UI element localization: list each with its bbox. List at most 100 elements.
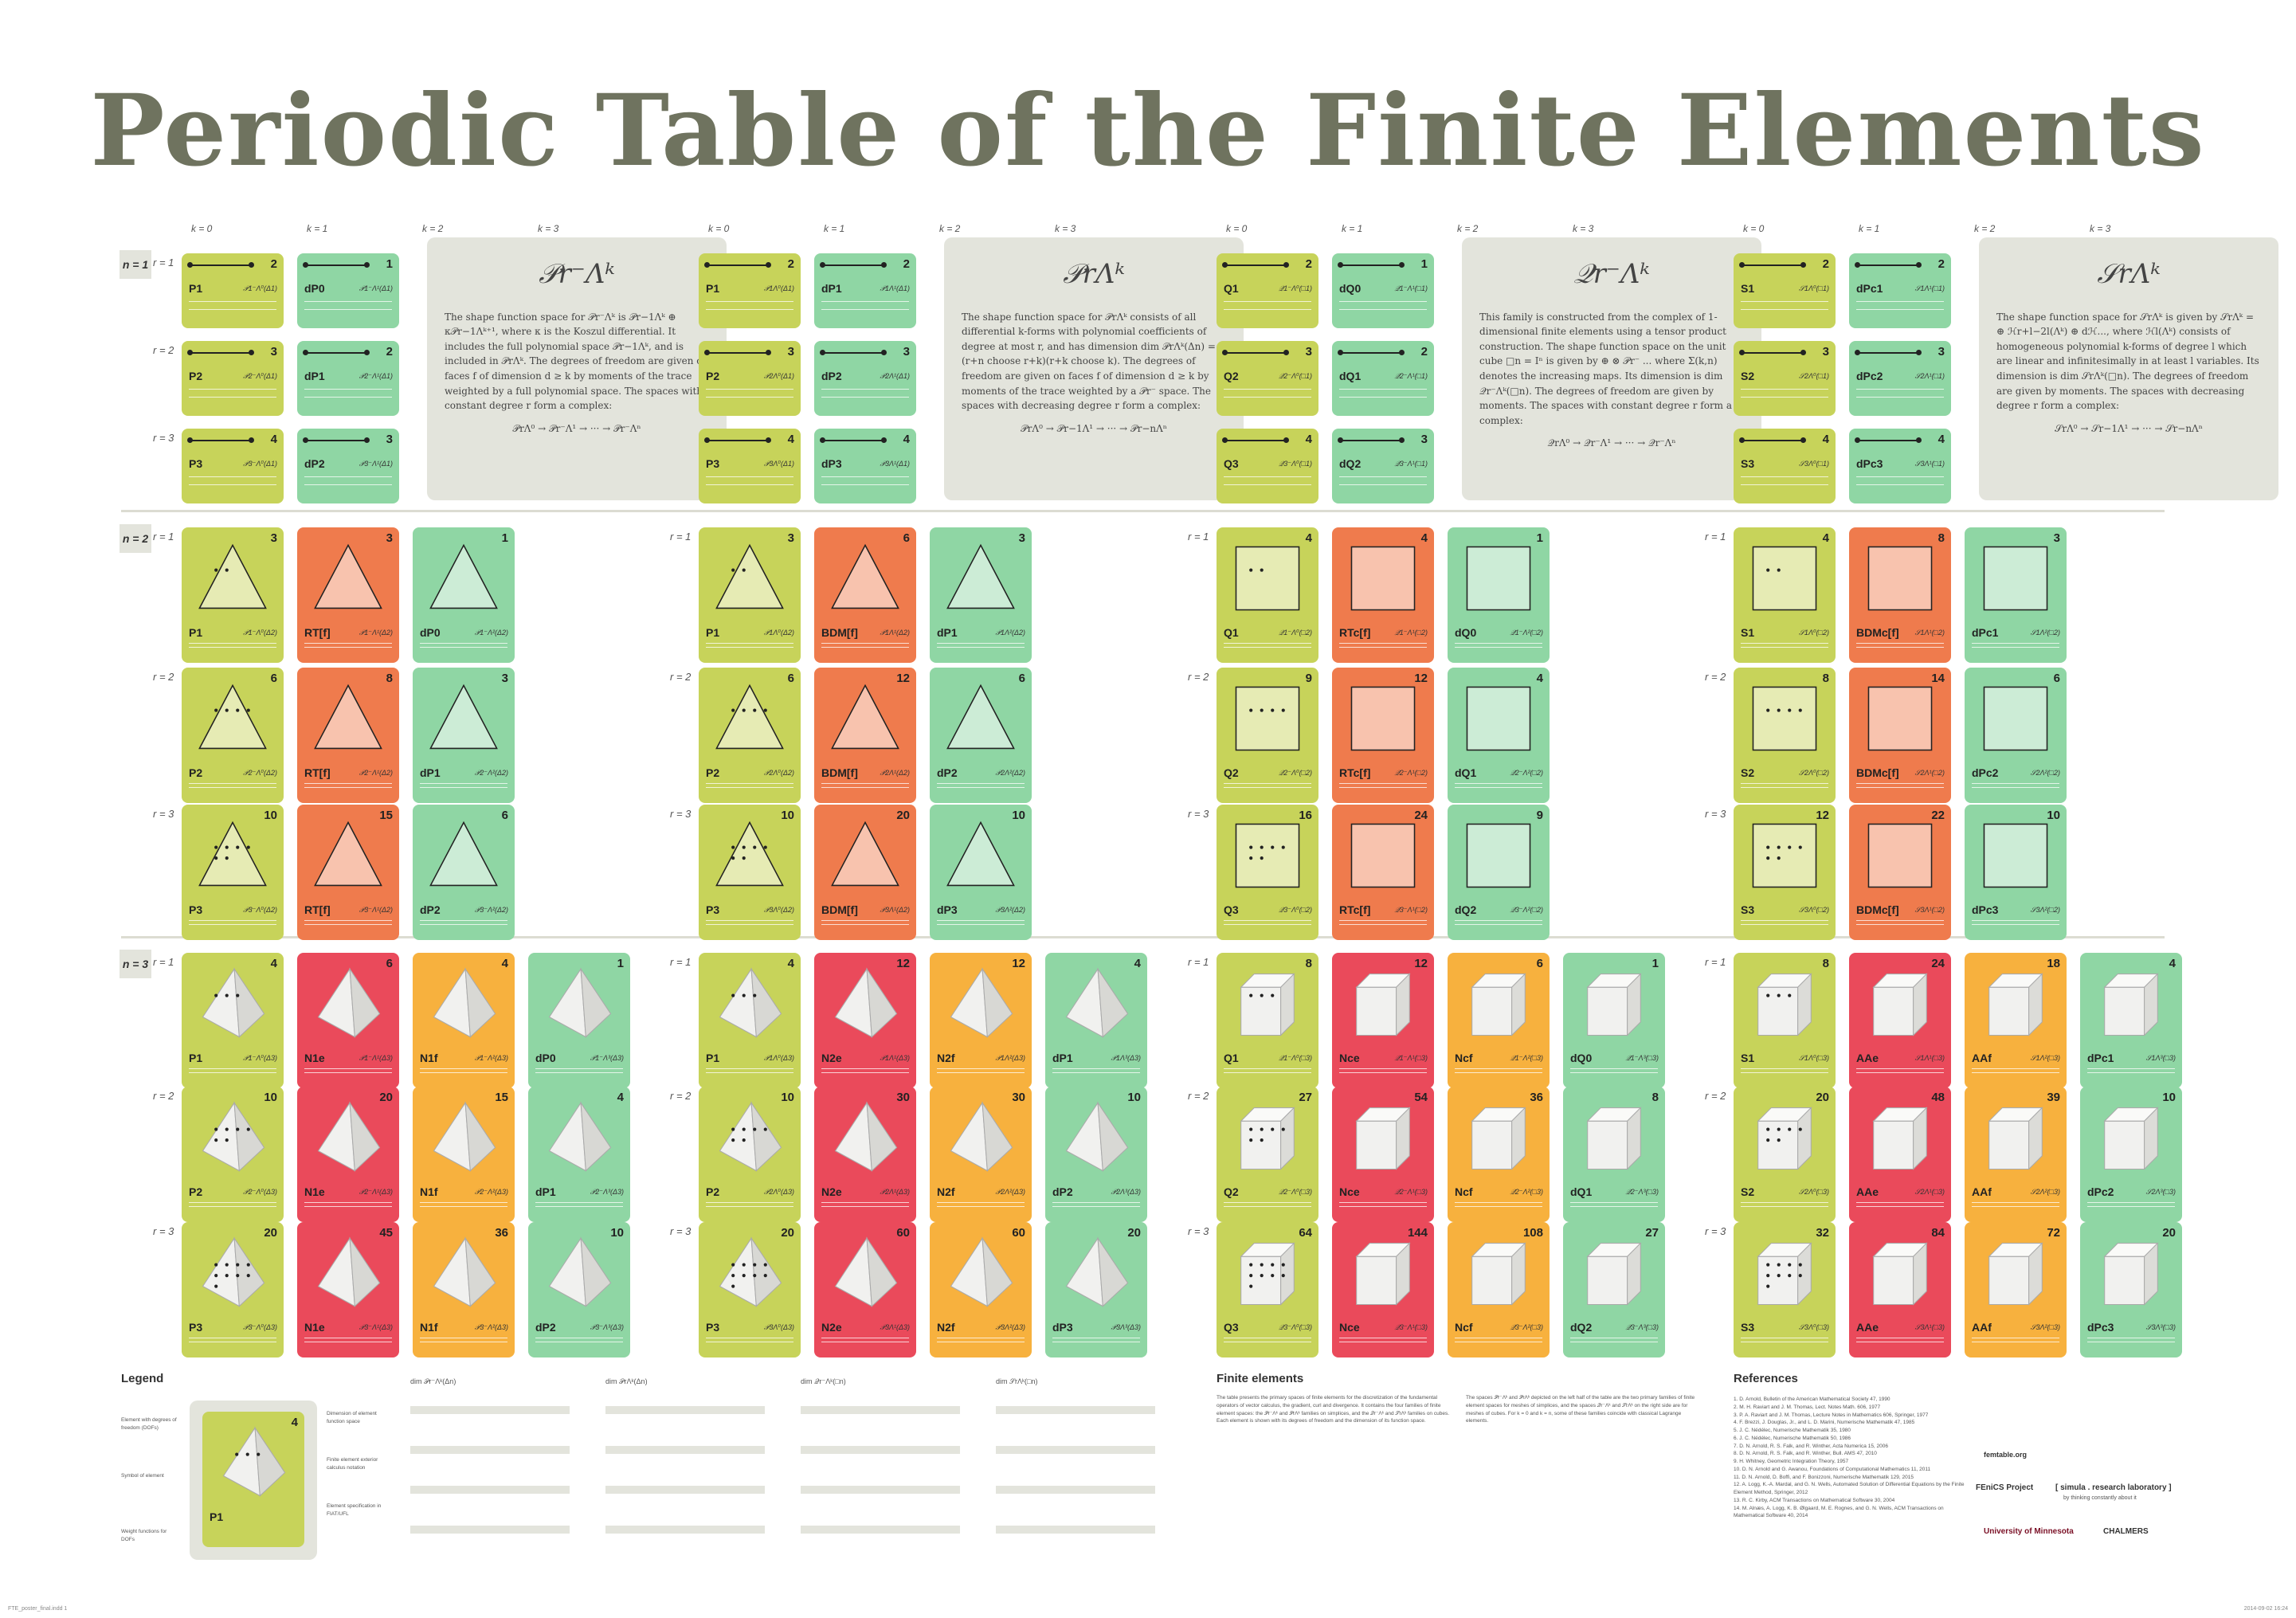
element-card[interactable]: 3 dPc1 𝒮1Λ²(□2) bbox=[1965, 527, 2067, 663]
element-card[interactable]: 2 dP1 𝒫1Λ¹(Δ1) bbox=[814, 253, 916, 328]
element-card[interactable]: 108 Ncf 𝒬3⁻Λ²(□3) bbox=[1448, 1222, 1550, 1357]
element-card[interactable]: 6 dP2 𝒫3⁻Λ²(Δ2) bbox=[413, 805, 515, 940]
element-card[interactable]: 12 RTc[f] 𝒬2⁻Λ¹(□2) bbox=[1332, 668, 1434, 803]
element-card[interactable]: 22 BDMc[f] 𝒮3Λ¹(□2) bbox=[1849, 805, 1951, 940]
element-card[interactable]: 3 S2 𝒮2Λ⁰(□1) bbox=[1734, 341, 1836, 416]
element-card[interactable]: 3 P2 𝒫2Λ⁰(Δ1) bbox=[699, 341, 801, 416]
element-card[interactable]: 12 N2f 𝒫1Λ²(Δ3) bbox=[930, 953, 1032, 1088]
element-card[interactable]: 20 P3 𝒫3⁻Λ⁰(Δ3) bbox=[182, 1222, 284, 1357]
element-card[interactable]: 3 dP1 𝒫1Λ²(Δ2) bbox=[930, 527, 1032, 663]
element-card[interactable]: 10 P2 𝒫2⁻Λ⁰(Δ3) bbox=[182, 1087, 284, 1222]
element-card[interactable]: 4 dP3 𝒫3Λ¹(Δ1) bbox=[814, 429, 916, 503]
element-card[interactable]: 15 RT[f] 𝒫3⁻Λ¹(Δ2) bbox=[297, 805, 399, 940]
element-card[interactable]: 48 AAe 𝒮2Λ¹(□3) bbox=[1849, 1087, 1951, 1222]
element-card[interactable]: 9 dQ2 𝒬3⁻Λ²(□2) bbox=[1448, 805, 1550, 940]
element-card[interactable]: 6 P2 𝒫2Λ⁰(Δ2) bbox=[699, 668, 801, 803]
website-link[interactable]: femtable.org bbox=[1984, 1451, 2028, 1459]
element-card[interactable]: 6 BDM[f] 𝒫1Λ¹(Δ2) bbox=[814, 527, 916, 663]
element-card[interactable]: 20 BDM[f] 𝒫3Λ¹(Δ2) bbox=[814, 805, 916, 940]
element-card[interactable]: 4 S3 𝒮3Λ⁰(□1) bbox=[1734, 429, 1836, 503]
element-card[interactable]: 1 dQ0 𝒬1⁻Λ³(□3) bbox=[1563, 953, 1665, 1088]
element-card[interactable]: 18 AAf 𝒮1Λ²(□3) bbox=[1965, 953, 2067, 1088]
element-card[interactable]: 4 Q3 𝒬3⁻Λ⁰(□1) bbox=[1217, 429, 1318, 503]
element-card[interactable]: 10 dP2 𝒫3⁻Λ³(Δ3) bbox=[528, 1222, 630, 1357]
element-card[interactable]: 4 dP1 𝒫1Λ³(Δ3) bbox=[1045, 953, 1147, 1088]
element-card[interactable]: 20 P3 𝒫3Λ⁰(Δ3) bbox=[699, 1222, 801, 1357]
element-card[interactable]: 9 Q2 𝒬2⁻Λ⁰(□2) bbox=[1217, 668, 1318, 803]
element-card[interactable]: 45 N1e 𝒫3⁻Λ¹(Δ3) bbox=[297, 1222, 399, 1357]
element-card[interactable]: 6 dPc2 𝒮2Λ²(□2) bbox=[1965, 668, 2067, 803]
element-card[interactable]: 20 dP3 𝒫3Λ³(Δ3) bbox=[1045, 1222, 1147, 1357]
element-card[interactable]: 4 dPc1 𝒮1Λ³(□3) bbox=[2080, 953, 2182, 1088]
element-card[interactable]: 1 dP0 𝒫1⁻Λ²(Δ2) bbox=[413, 527, 515, 663]
element-card[interactable]: 2 dP1 𝒫2⁻Λ¹(Δ1) bbox=[297, 341, 399, 416]
element-card[interactable]: 1 dQ0 𝒬1⁻Λ¹(□1) bbox=[1332, 253, 1434, 328]
element-card[interactable]: 10 P2 𝒫2Λ⁰(Δ3) bbox=[699, 1087, 801, 1222]
element-card[interactable]: 2 dQ1 𝒬2⁻Λ¹(□1) bbox=[1332, 341, 1434, 416]
element-card[interactable]: 3 P2 𝒫2⁻Λ⁰(Δ1) bbox=[182, 341, 284, 416]
element-card[interactable]: 3 dQ2 𝒬3⁻Λ¹(□1) bbox=[1332, 429, 1434, 503]
element-card[interactable]: 6 P2 𝒫2⁻Λ⁰(Δ2) bbox=[182, 668, 284, 803]
element-card[interactable]: 20 dPc3 𝒮3Λ³(□3) bbox=[2080, 1222, 2182, 1357]
element-card[interactable]: 39 AAf 𝒮2Λ²(□3) bbox=[1965, 1087, 2067, 1222]
element-card[interactable]: 15 N1f 𝒫2⁻Λ²(Δ3) bbox=[413, 1087, 515, 1222]
element-card[interactable]: 12 BDM[f] 𝒫2Λ¹(Δ2) bbox=[814, 668, 916, 803]
element-card[interactable]: 60 N2e 𝒫3Λ¹(Δ3) bbox=[814, 1222, 916, 1357]
element-card[interactable]: 4 S1 𝒮1Λ⁰(□2) bbox=[1734, 527, 1836, 663]
element-card[interactable]: 24 RTc[f] 𝒬3⁻Λ¹(□2) bbox=[1332, 805, 1434, 940]
element-card[interactable]: 4 P1 𝒫1⁻Λ⁰(Δ3) bbox=[182, 953, 284, 1088]
element-card[interactable]: 64 Q3 𝒬3⁻Λ⁰(□3) bbox=[1217, 1222, 1318, 1357]
element-card[interactable]: 4 N1f 𝒫1⁻Λ²(Δ3) bbox=[413, 953, 515, 1088]
element-card[interactable]: 144 Nce 𝒬3⁻Λ¹(□3) bbox=[1332, 1222, 1434, 1357]
element-card[interactable]: 72 AAf 𝒮3Λ²(□3) bbox=[1965, 1222, 2067, 1357]
element-card[interactable]: 3 dP2 𝒫2Λ¹(Δ1) bbox=[814, 341, 916, 416]
element-card[interactable]: 12 Nce 𝒬1⁻Λ¹(□3) bbox=[1332, 953, 1434, 1088]
element-card[interactable]: 10 P3 𝒫3⁻Λ⁰(Δ2) bbox=[182, 805, 284, 940]
element-card[interactable]: 6 dP2 𝒫2Λ²(Δ2) bbox=[930, 668, 1032, 803]
element-card[interactable]: 10 P3 𝒫3Λ⁰(Δ2) bbox=[699, 805, 801, 940]
element-card[interactable]: 20 N1e 𝒫2⁻Λ¹(Δ3) bbox=[297, 1087, 399, 1222]
element-card[interactable]: 8 S1 𝒮1Λ⁰(□3) bbox=[1734, 953, 1836, 1088]
element-card[interactable]: 3 P1 𝒫1Λ⁰(Δ2) bbox=[699, 527, 801, 663]
element-card[interactable]: 4 Q1 𝒬1⁻Λ⁰(□2) bbox=[1217, 527, 1318, 663]
element-card[interactable]: 3 dPc2 𝒮2Λ¹(□1) bbox=[1849, 341, 1951, 416]
element-card[interactable]: 54 Nce 𝒬2⁻Λ¹(□3) bbox=[1332, 1087, 1434, 1222]
element-card[interactable]: 8 RT[f] 𝒫2⁻Λ¹(Δ2) bbox=[297, 668, 399, 803]
element-card[interactable]: 16 Q3 𝒬3⁻Λ⁰(□2) bbox=[1217, 805, 1318, 940]
element-card[interactable]: 10 dP3 𝒫3Λ²(Δ2) bbox=[930, 805, 1032, 940]
element-card[interactable]: 8 dQ1 𝒬2⁻Λ³(□3) bbox=[1563, 1087, 1665, 1222]
element-card[interactable]: 36 N1f 𝒫3⁻Λ²(Δ3) bbox=[413, 1222, 515, 1357]
element-card[interactable]: 4 dPc3 𝒮3Λ¹(□1) bbox=[1849, 429, 1951, 503]
element-card[interactable]: 27 Q2 𝒬2⁻Λ⁰(□3) bbox=[1217, 1087, 1318, 1222]
element-card[interactable]: 1 dP0 𝒫1⁻Λ¹(Δ1) bbox=[297, 253, 399, 328]
element-card[interactable]: 2 P1 𝒫1Λ⁰(Δ1) bbox=[699, 253, 801, 328]
element-card[interactable]: 14 BDMc[f] 𝒮2Λ¹(□2) bbox=[1849, 668, 1951, 803]
element-card[interactable]: 3 dP2 𝒫3⁻Λ¹(Δ1) bbox=[297, 429, 399, 503]
element-card[interactable]: 2 Q1 𝒬1⁻Λ⁰(□1) bbox=[1217, 253, 1318, 328]
element-card[interactable]: 3 RT[f] 𝒫1⁻Λ¹(Δ2) bbox=[297, 527, 399, 663]
element-card[interactable]: 1 dQ0 𝒬1⁻Λ²(□2) bbox=[1448, 527, 1550, 663]
element-card[interactable]: 3 dP1 𝒫2⁻Λ²(Δ2) bbox=[413, 668, 515, 803]
element-card[interactable]: 84 AAe 𝒮3Λ¹(□3) bbox=[1849, 1222, 1951, 1357]
element-card[interactable]: 10 dPc3 𝒮3Λ²(□2) bbox=[1965, 805, 2067, 940]
element-card[interactable]: 30 N2e 𝒫2Λ¹(Δ3) bbox=[814, 1087, 916, 1222]
element-card[interactable]: 60 N2f 𝒫3Λ²(Δ3) bbox=[930, 1222, 1032, 1357]
element-card[interactable]: 4 dQ1 𝒬2⁻Λ²(□2) bbox=[1448, 668, 1550, 803]
element-card[interactable]: 2 S1 𝒮1Λ⁰(□1) bbox=[1734, 253, 1836, 328]
element-card[interactable]: 8 Q1 𝒬1⁻Λ⁰(□3) bbox=[1217, 953, 1318, 1088]
element-card[interactable]: 4 P3 𝒫3Λ⁰(Δ1) bbox=[699, 429, 801, 503]
element-card[interactable]: 4 RTc[f] 𝒬1⁻Λ¹(□2) bbox=[1332, 527, 1434, 663]
element-card[interactable]: 27 dQ2 𝒬3⁻Λ³(□3) bbox=[1563, 1222, 1665, 1357]
element-card[interactable]: 2 P1 𝒫1⁻Λ⁰(Δ1) bbox=[182, 253, 284, 328]
element-card[interactable]: 12 S3 𝒮3Λ⁰(□2) bbox=[1734, 805, 1836, 940]
element-card[interactable]: 6 Ncf 𝒬1⁻Λ²(□3) bbox=[1448, 953, 1550, 1088]
element-card[interactable]: 4 P3 𝒫3⁻Λ⁰(Δ1) bbox=[182, 429, 284, 503]
element-card[interactable]: 1 dP0 𝒫1⁻Λ³(Δ3) bbox=[528, 953, 630, 1088]
element-card[interactable]: 24 AAe 𝒮1Λ¹(□3) bbox=[1849, 953, 1951, 1088]
element-card[interactable]: 10 dPc2 𝒮2Λ³(□3) bbox=[2080, 1087, 2182, 1222]
element-card[interactable]: 8 S2 𝒮2Λ⁰(□2) bbox=[1734, 668, 1836, 803]
element-card[interactable]: 20 S2 𝒮2Λ⁰(□3) bbox=[1734, 1087, 1836, 1222]
element-card[interactable]: 30 N2f 𝒫2Λ²(Δ3) bbox=[930, 1087, 1032, 1222]
element-card[interactable]: 4 dP1 𝒫2⁻Λ³(Δ3) bbox=[528, 1087, 630, 1222]
element-card[interactable]: 10 dP2 𝒫2Λ³(Δ3) bbox=[1045, 1087, 1147, 1222]
